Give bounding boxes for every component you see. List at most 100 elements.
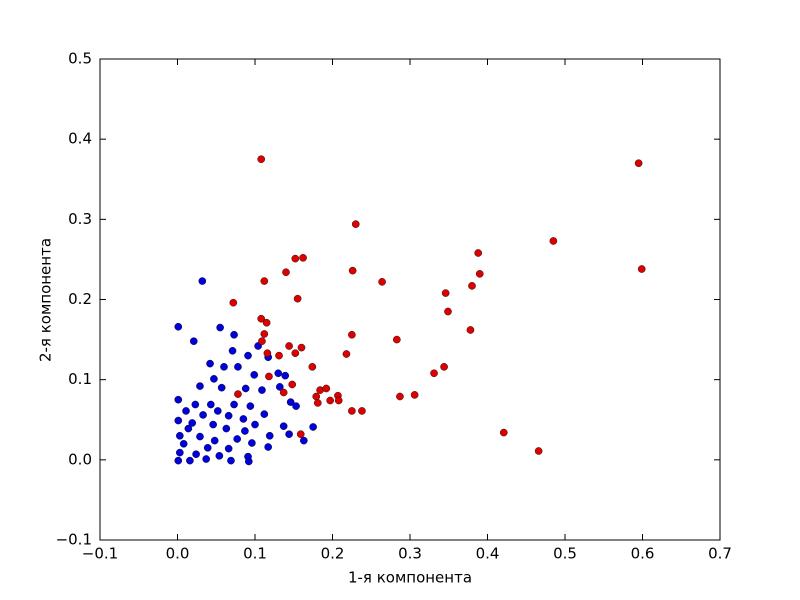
scatter-point <box>210 375 218 383</box>
y-tick-label: 0.1 <box>68 370 92 388</box>
scatter-point <box>220 363 228 371</box>
scatter-point <box>549 237 558 245</box>
scatter-point <box>222 424 231 433</box>
scatter-point <box>260 330 269 338</box>
scatter-point <box>230 330 238 339</box>
scatter-point <box>246 402 255 410</box>
scatter-point <box>396 392 404 401</box>
scatter-point <box>234 363 242 371</box>
scatter-point <box>244 457 253 466</box>
scatter-point <box>282 268 290 277</box>
scatter-point <box>176 448 184 457</box>
scatter-point <box>257 314 266 323</box>
scatter-point <box>248 439 256 447</box>
scatter-point <box>217 383 226 392</box>
scatter-point <box>176 431 184 440</box>
scatter-point <box>279 388 288 397</box>
x-tick-label: 0.7 <box>708 545 732 563</box>
scatter-point <box>285 430 293 438</box>
x-tick-label: 0.2 <box>321 545 345 563</box>
x-tick-label: 0.4 <box>476 545 500 563</box>
scatter-point <box>299 254 307 262</box>
scatter-point <box>206 359 214 368</box>
scatter-point <box>239 415 248 423</box>
y-tick-label: 0.0 <box>68 450 92 468</box>
scatter-point <box>265 431 274 440</box>
y-tick-label: 0.4 <box>68 130 92 148</box>
scatter-point <box>203 444 212 452</box>
scatter-point <box>260 277 269 285</box>
scatter-point <box>189 337 198 345</box>
scatter-point <box>288 380 297 389</box>
scatter-point <box>192 450 200 459</box>
scatter-point <box>216 323 224 332</box>
scatter-point <box>291 349 300 358</box>
scatter-point <box>263 349 272 358</box>
scatter-point <box>297 343 306 352</box>
scatter-point <box>378 278 386 286</box>
scatter-point <box>228 347 237 355</box>
scatter-point <box>244 351 252 360</box>
scatter-point <box>474 249 483 257</box>
scatter-point <box>293 294 302 303</box>
x-tick-label: −0.1 <box>82 545 118 563</box>
scatter-point <box>213 407 222 415</box>
scatter-point <box>174 395 183 404</box>
scatter-point <box>215 452 224 460</box>
scatter-point <box>241 384 250 393</box>
scatter-point <box>342 350 351 358</box>
scatter-point <box>441 289 450 297</box>
scatter-point <box>224 411 233 420</box>
scatter-point <box>264 443 272 451</box>
scatter-point <box>634 159 643 168</box>
scatter-point <box>300 436 308 445</box>
scatter-point <box>174 456 183 465</box>
scatter-point <box>174 322 183 331</box>
scatter-point <box>393 335 401 344</box>
scatter-point <box>262 318 271 327</box>
scatter-point <box>196 432 204 441</box>
x-axis-label: 1-я компонента <box>348 569 472 587</box>
scatter-point <box>209 420 217 429</box>
scatter-point <box>308 363 317 371</box>
scatter-point <box>296 430 305 438</box>
x-tick-label: 0.5 <box>553 545 577 563</box>
scatter-point <box>174 416 183 425</box>
x-tick-label: 0.3 <box>398 545 422 563</box>
scatter-point <box>358 407 366 415</box>
scatter-point <box>184 424 193 433</box>
scatter-point <box>348 407 356 415</box>
scatter-point <box>326 396 334 405</box>
scatter-point <box>230 400 238 409</box>
scatter-point <box>279 422 288 430</box>
scatter-point <box>179 439 188 448</box>
scatter-point <box>258 386 266 394</box>
scatter-point <box>188 419 197 427</box>
y-tick-label: 0.2 <box>68 290 92 308</box>
scatter-point <box>348 330 356 339</box>
scatter-point <box>292 402 300 410</box>
scatter-point <box>274 369 283 378</box>
scatter-point <box>430 369 438 378</box>
scatter-point <box>198 277 207 285</box>
scatter-point <box>312 392 321 401</box>
scatter-point <box>196 382 204 390</box>
scatter-point <box>257 155 266 164</box>
scatter-point <box>224 444 233 453</box>
scatter-point <box>191 400 200 409</box>
scatter-point <box>227 456 235 465</box>
scatter-point <box>285 342 293 350</box>
scatter-point <box>251 420 259 429</box>
scatter-point <box>351 220 360 228</box>
scatter-point <box>186 456 194 465</box>
scatter-point <box>233 435 241 443</box>
scatter-point <box>291 254 300 263</box>
scatter-point <box>440 363 448 371</box>
scatter-point <box>534 447 543 455</box>
scatter-point <box>229 298 238 307</box>
scatter-point <box>182 407 190 415</box>
y-tick-label: −0.1 <box>56 531 92 549</box>
scatter-point <box>475 270 484 278</box>
scatter-point <box>499 428 508 437</box>
